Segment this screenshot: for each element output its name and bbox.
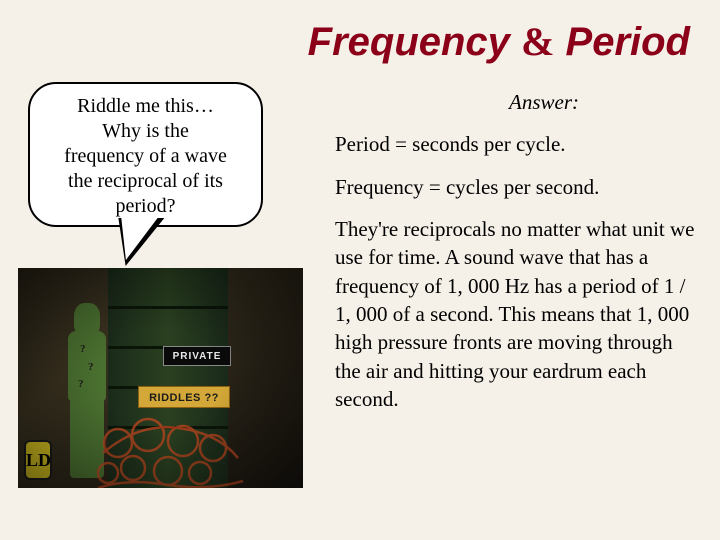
riddler-photo: ? ? ? PRIVATE RIDDLES ?? LD xyxy=(18,268,303,488)
slide-title: Frequency & Period xyxy=(0,18,690,65)
bubble-line-3: frequency of a wave xyxy=(44,144,247,169)
bubble-line-1: Riddle me this… xyxy=(44,94,247,119)
title-word2: Period xyxy=(566,20,690,64)
answer-block: Answer: Period = seconds per cycle. Freq… xyxy=(335,88,703,413)
answer-label: Answer: xyxy=(335,88,703,116)
answer-period-line: Period = seconds per cycle. xyxy=(335,130,703,158)
title-ampersand: & xyxy=(521,19,554,64)
answer-paragraph: They're reciprocals no matter what unit … xyxy=(335,215,703,413)
title-word1: Frequency xyxy=(308,20,510,64)
answer-frequency-line: Frequency = cycles per second. xyxy=(335,173,703,201)
bubble-line-4: the reciprocal of its xyxy=(44,169,247,194)
bubble-line-2: Why is the xyxy=(44,119,247,144)
speech-bubble: Riddle me this… Why is the frequency of … xyxy=(28,82,263,227)
